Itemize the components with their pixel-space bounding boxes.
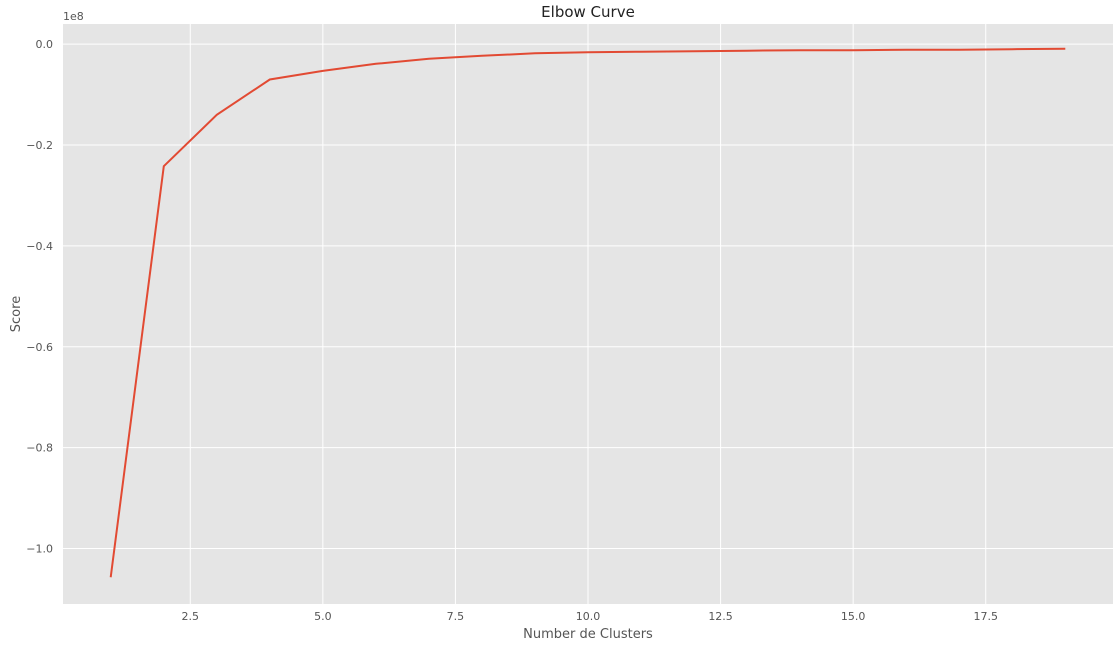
y-tick-label: −0.2 — [26, 139, 53, 152]
y-tick-label: −0.6 — [26, 341, 53, 354]
chart-title: Elbow Curve — [541, 3, 635, 21]
score-line — [109, 47, 1066, 578]
x-tick-label: 17.5 — [973, 610, 998, 623]
y-tick-label: −0.4 — [26, 240, 53, 253]
y-tick-label: −1.0 — [26, 543, 53, 556]
x-tick-label: 5.0 — [314, 610, 332, 623]
x-axis-ticks: 2.5 5.0 7.5 10.0 12.5 15.0 17.5 — [182, 610, 998, 623]
x-tick-label: 15.0 — [841, 610, 866, 623]
y-axis-offset-text: 1e8 — [63, 10, 84, 23]
x-axis-label: Number de Clusters — [523, 627, 653, 642]
x-tick-label: 2.5 — [182, 610, 200, 623]
grid-lines — [63, 24, 1113, 604]
x-tick-label: 10.0 — [576, 610, 601, 623]
y-tick-label: −0.8 — [26, 442, 53, 455]
y-axis-label: Score — [9, 296, 24, 332]
y-tick-label: 0.0 — [36, 38, 54, 51]
x-tick-label: 7.5 — [447, 610, 465, 623]
x-tick-label: 12.5 — [708, 610, 733, 623]
y-axis-ticks: 0.0 −0.2 −0.4 −0.6 −0.8 −1.0 — [26, 38, 53, 555]
